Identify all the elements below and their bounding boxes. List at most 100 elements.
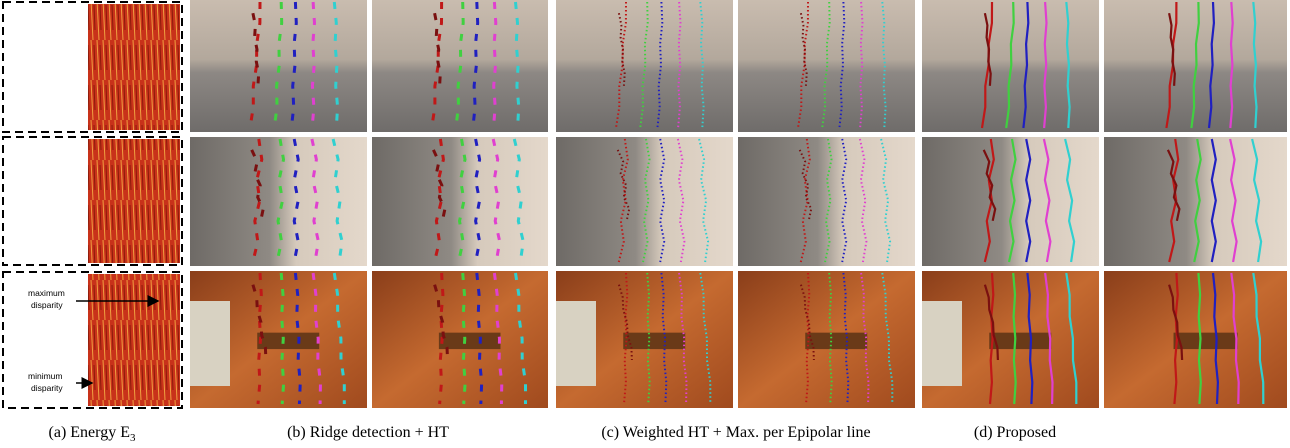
photo: [556, 137, 733, 266]
depth-line: [642, 138, 651, 263]
depth-line: [1025, 138, 1032, 263]
annotation: minimum: [28, 371, 62, 381]
depth-line: [457, 138, 467, 263]
depth-line: [1229, 138, 1238, 263]
depth-line: [512, 138, 525, 263]
depth-line: [1252, 272, 1265, 405]
depth-line: [289, 1, 298, 129]
depth-line: [1012, 272, 1017, 405]
depth-line: [454, 1, 465, 129]
depth-line: [310, 1, 317, 129]
image-grid: [190, 0, 1287, 408]
photo: [190, 137, 367, 266]
depth-line: [799, 284, 815, 361]
energy-map: [88, 139, 180, 263]
depth-line: [677, 1, 682, 129]
annotation: disparity: [31, 383, 63, 393]
depth-line: [983, 12, 992, 86]
depth-line: [1065, 272, 1078, 404]
depth-line: [1168, 284, 1184, 361]
depth-line: [639, 1, 649, 129]
depth-line: [311, 272, 323, 405]
caption: (b) Ridge detection + HT: [287, 424, 449, 441]
depth-line: [799, 12, 808, 86]
chair: [257, 332, 320, 350]
depth-line: [1007, 138, 1017, 263]
depth-line: [1230, 272, 1240, 405]
depth-line: [1210, 138, 1217, 263]
depth-line: [514, 1, 521, 129]
depth-line: [1168, 12, 1176, 86]
depth-line: [1026, 272, 1034, 405]
depth-line: [617, 12, 626, 86]
dashed-box: [2, 271, 183, 409]
depth-line: [880, 138, 892, 263]
annotation: maximum: [28, 288, 65, 298]
depth-line: [841, 138, 848, 263]
chair: [438, 332, 501, 350]
depth-line: [1211, 272, 1220, 405]
depth-line: [251, 138, 264, 263]
depth-line: [798, 149, 813, 222]
depth-line: [251, 12, 261, 86]
photo: [372, 137, 548, 266]
depth-line: [433, 284, 450, 361]
depth-line: [332, 272, 346, 404]
cabinet: [922, 301, 962, 386]
depth-line: [491, 138, 502, 263]
depth-line: [492, 272, 504, 405]
depth-line: [332, 1, 340, 129]
dashed-box: [2, 1, 183, 133]
depth-line: [797, 1, 809, 129]
depth-line: [1193, 138, 1202, 263]
depth-line: [248, 1, 262, 129]
depth-line: [461, 272, 467, 405]
depth-line: [430, 1, 444, 129]
depth-line: [331, 138, 344, 263]
depth-line: [617, 284, 633, 361]
depth-line: [275, 138, 286, 263]
depth-line: [656, 1, 664, 129]
depth-line: [250, 149, 265, 222]
depth-line: [1043, 1, 1048, 129]
caption: (c) Weighted HT + Max. per Epipolar line: [601, 424, 870, 441]
depth-line: [1252, 1, 1258, 129]
depth-line: [1065, 1, 1071, 129]
depth-line: [272, 1, 284, 129]
chair: [623, 332, 686, 350]
depth-line: [698, 138, 710, 263]
dashed-box: [2, 136, 183, 266]
depth-line: [1229, 1, 1234, 129]
annotation: disparity: [31, 300, 63, 310]
depth-line: [982, 149, 997, 222]
depth-line: [859, 1, 864, 129]
chair: [1173, 332, 1238, 350]
depth-line: [881, 1, 887, 129]
energy-map: [88, 4, 180, 130]
depth-line: [838, 1, 846, 129]
depth-line: [1064, 138, 1076, 263]
cabinet: [190, 301, 230, 386]
depth-line: [1207, 1, 1216, 129]
depth-line: [821, 1, 831, 129]
depth-line: [858, 138, 868, 263]
depth-line: [475, 272, 484, 405]
depth-line: [615, 1, 627, 129]
depth-line: [623, 272, 629, 405]
depth-line: [432, 149, 447, 222]
depth-line: [1166, 149, 1181, 222]
depth-line: [432, 138, 445, 263]
depth-line: [799, 138, 811, 263]
depth-line: [433, 12, 442, 86]
depth-line: [805, 272, 811, 405]
depth-line: [616, 149, 631, 222]
depth-line: [983, 284, 999, 361]
chair: [989, 332, 1052, 350]
depth-line: [1197, 272, 1202, 405]
depth-line: [1005, 1, 1015, 129]
caption: (a) Energy E3: [49, 424, 136, 444]
depth-line: [471, 1, 480, 129]
photo: [738, 137, 915, 266]
depth-line: [617, 138, 629, 263]
